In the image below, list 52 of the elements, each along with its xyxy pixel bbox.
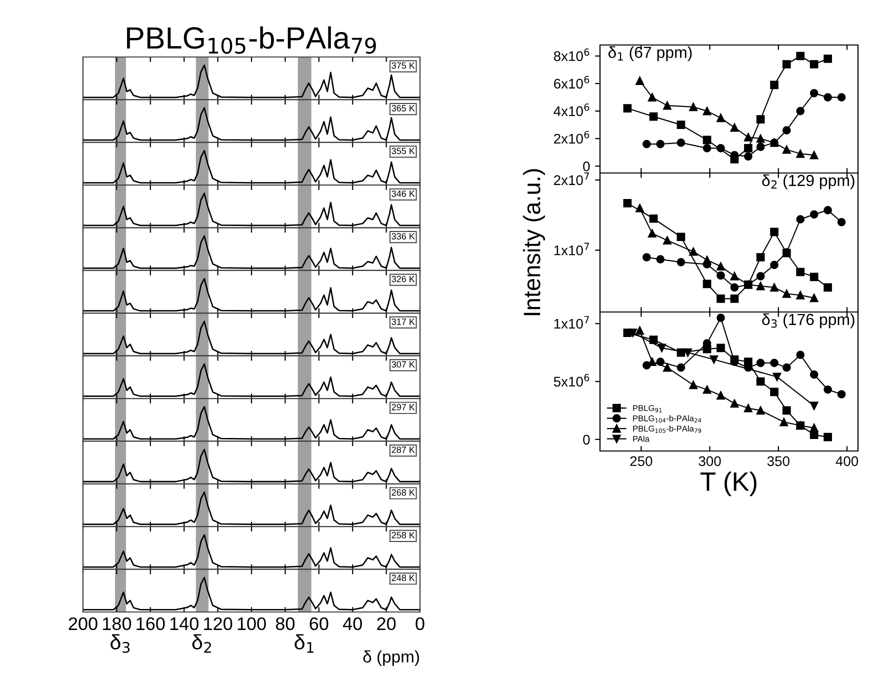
- x-tick-label: 40: [342, 617, 362, 630]
- annotation: 248 K: [392, 574, 415, 582]
- y-tick-label: 0: [583, 434, 590, 445]
- annotation: 317 K: [392, 318, 415, 325]
- band-label: δ$_{1}$: [294, 634, 314, 653]
- x-tick-label: 60: [310, 617, 328, 630]
- x-tick-label: 180: [103, 617, 132, 630]
- x-tick-label: 120: [204, 617, 232, 630]
- annotation: 365 K: [392, 105, 415, 112]
- legend-label: PBLG$_{105}$-b-PAla$_{79}$: [633, 425, 702, 433]
- x-tick-label: 20: [377, 617, 396, 630]
- legend-label: PBLG$_{104}$-b-PAla$_{24}$: [633, 415, 702, 423]
- annotation: 297 K: [392, 404, 415, 410]
- legend-label: PBLG$_{91}$: [633, 405, 662, 412]
- y-tick-label: 6x10$^{6}$: [554, 76, 590, 89]
- annotation: 307 K: [392, 361, 415, 368]
- x-tick-label: 0: [416, 617, 424, 630]
- y-tick-label: 0: [583, 161, 590, 172]
- chart-title: PBLG$_{105}$-b-PAla$_{79}$: [127, 26, 376, 54]
- band-label: δ$_{3}$: [110, 634, 130, 653]
- x-tick-label: 300: [698, 456, 721, 466]
- annotation: 336 K: [392, 233, 415, 240]
- legend-label: PAla: [633, 436, 650, 442]
- y-tick-label: 4x10$^{6}$: [554, 103, 590, 116]
- annotation: δ$_{3}$ (176 ppm): [762, 313, 854, 328]
- x-tick-label: 350: [767, 456, 790, 466]
- annotation: δ$_{2}$ (129 ppm): [762, 174, 854, 190]
- y-axis-title: Intensity (a.u.): [522, 169, 545, 316]
- y-tick-label: 2x10$^{7}$: [554, 172, 589, 186]
- annotation: 287 K: [392, 446, 415, 453]
- annotation: 375 K: [392, 62, 415, 69]
- x-axis-title: δ (ppm): [363, 650, 419, 666]
- annotation: 268 K: [392, 489, 415, 496]
- x-tick-label: 200: [68, 617, 98, 630]
- y-tick-label: 5x10$^{6}$: [554, 374, 590, 387]
- y-tick-label: 8x10$^{6}$: [554, 48, 590, 62]
- x-tick-label: 140: [170, 617, 198, 630]
- x-tick-label: 160: [136, 617, 165, 630]
- annotation: 355 K: [392, 148, 415, 154]
- annotation: 258 K: [392, 532, 415, 538]
- y-tick-label: 1x10$^{7}$: [554, 242, 589, 256]
- band-label: δ$_{2}$: [192, 634, 211, 653]
- annotation: 326 K: [392, 276, 415, 282]
- annotation: 346 K: [392, 190, 415, 197]
- x-tick-label: 100: [238, 617, 266, 630]
- y-tick-label: 1x10$^{7}$: [554, 316, 589, 329]
- x-tick-label: 400: [836, 456, 858, 466]
- x-axis-title: T (K): [700, 472, 756, 496]
- x-tick-label: 250: [630, 456, 652, 466]
- y-tick-label: 2x10$^{6}$: [554, 130, 590, 144]
- annotation: δ$_{1}$ (67 ppm): [608, 46, 692, 62]
- x-tick-label: 80: [276, 617, 295, 630]
